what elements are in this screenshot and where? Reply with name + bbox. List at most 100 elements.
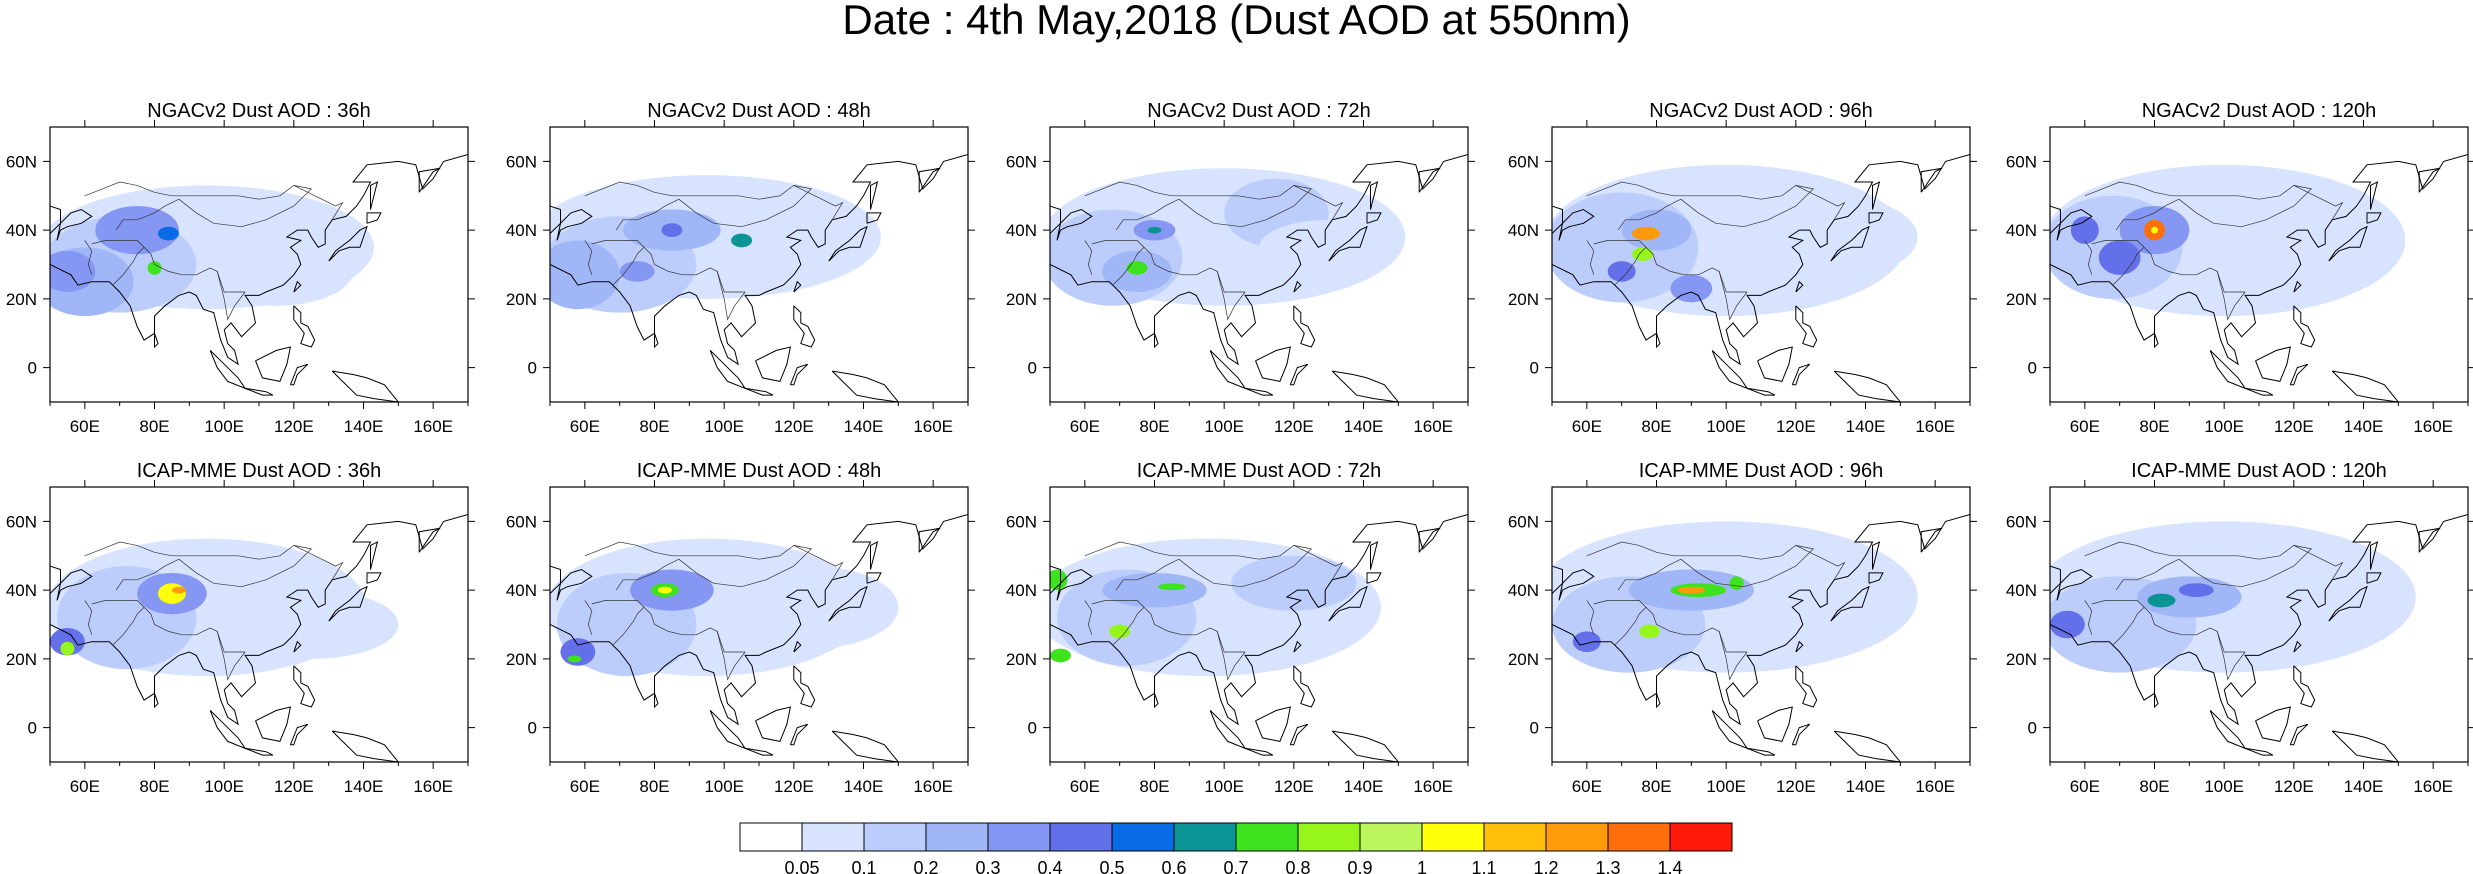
country-border <box>1586 240 1595 275</box>
colorbar-label: 0.05 <box>784 858 819 874</box>
coastline <box>1289 723 1309 746</box>
coastline <box>1656 333 1661 349</box>
lon-tick-label: 160E <box>1413 777 1453 796</box>
lat-tick-label: 40N <box>1006 581 1037 600</box>
coastline <box>1552 514 1970 726</box>
coastline <box>2244 747 2274 756</box>
coastline <box>289 723 309 746</box>
panel-title: ICAP-MME Dust AOD : 48h <box>637 460 882 482</box>
panel-title: NGACv2 Dust AOD : 36h <box>147 100 370 122</box>
coastline <box>828 585 868 622</box>
lat-tick-label: 40N <box>506 221 537 240</box>
coastline <box>328 225 368 262</box>
lat-tick-label: 60N <box>2006 512 2037 531</box>
lat-tick-label: 40N <box>1006 221 1037 240</box>
lon-tick-label: 60E <box>1070 777 1100 796</box>
coastline <box>1791 723 1811 746</box>
coastline <box>1746 387 1776 396</box>
lon-tick-label: 100E <box>204 777 244 796</box>
country-border <box>91 600 246 653</box>
colorbar-label: 1.3 <box>1595 858 1620 874</box>
map-panel: NGACv2 Dust AOD : 72h 60E 80E 100E 120E 140E 1… <box>1006 100 1475 436</box>
country-border <box>2178 545 2313 588</box>
dust-plume <box>2137 576 2242 618</box>
country-border <box>584 181 844 220</box>
colorbar-swatch <box>1235 822 1299 852</box>
coastline <box>1833 730 1901 762</box>
lat-tick-label: 20N <box>506 290 537 309</box>
lon-tick-label: 60E <box>1572 417 1602 436</box>
lat-tick-label: 60N <box>506 152 537 171</box>
lat-tick-label: 20N <box>1508 650 1539 669</box>
dust-plume <box>1050 648 1071 663</box>
colorbar-swatch <box>1545 822 1609 852</box>
country-border <box>1091 600 1246 653</box>
coastline <box>1050 205 1061 235</box>
country-border <box>1593 600 1748 653</box>
map-panel: NGACv2 Dust AOD : 48h 60E 80E 100E 120E 140E 1… <box>506 100 975 436</box>
coastline <box>1746 747 1776 756</box>
country-border <box>1614 607 1647 646</box>
dust-plume <box>2151 226 2158 234</box>
lon-tick-label: 120E <box>274 417 314 436</box>
lon-tick-label: 60E <box>570 417 600 436</box>
coastline <box>1056 568 1093 601</box>
coastline <box>755 706 792 742</box>
colorbar-label: 1 <box>1417 858 1427 874</box>
dust-plume <box>224 590 399 659</box>
country-border <box>1178 185 1313 228</box>
coastline <box>50 565 61 595</box>
country-border <box>1718 271 1748 321</box>
map-panel: NGACv2 Dust AOD : 120h 60E 80E 100E 120E 140E… <box>2006 100 2473 436</box>
country-border <box>1216 631 1246 681</box>
lat-tick-label: 0 <box>1530 719 1539 738</box>
coastline <box>154 333 159 349</box>
coastline <box>556 208 593 241</box>
coastline <box>1418 167 1441 193</box>
dust-plume <box>1632 226 1660 241</box>
coastline <box>789 363 809 386</box>
country-border <box>1084 181 1344 220</box>
coastline <box>654 693 659 709</box>
lon-tick-label: 160E <box>2413 417 2453 436</box>
dust-aod-field <box>550 127 968 402</box>
dust-plume <box>2070 216 2099 244</box>
lon-tick-label: 140E <box>344 777 384 796</box>
coastline <box>1154 693 1159 709</box>
coastline <box>1050 514 1468 726</box>
coastline <box>293 280 302 293</box>
coastline <box>154 693 159 709</box>
dust-plume <box>1572 631 1601 652</box>
country-border <box>2112 247 2145 286</box>
coastline <box>1656 693 1661 709</box>
dust-plume <box>50 250 96 292</box>
coastline <box>793 280 802 293</box>
lon-tick-label: 160E <box>913 417 953 436</box>
coastline <box>793 665 816 708</box>
dust-aod-field <box>1552 127 1970 402</box>
lon-tick-label: 100E <box>1706 777 1746 796</box>
country-border <box>1586 541 1846 580</box>
country-border <box>615 558 680 591</box>
coastline <box>1331 370 1399 402</box>
coastline <box>1757 706 1793 742</box>
country-border <box>716 271 746 321</box>
lat-tick-label: 20N <box>1006 290 1037 309</box>
dust-aod-field <box>2050 487 2468 762</box>
coastline <box>328 585 368 622</box>
country-border <box>84 600 93 635</box>
coastline <box>255 346 292 382</box>
lat-tick-label: 0 <box>1028 719 1037 738</box>
coastline <box>1050 565 1061 595</box>
country-border <box>115 198 180 231</box>
coastline <box>2293 305 2316 348</box>
colorbar-label: 1.2 <box>1533 858 1558 874</box>
lat-tick-label: 0 <box>1530 359 1539 378</box>
coastline <box>1872 181 1881 210</box>
lon-tick-label: 120E <box>1776 417 1816 436</box>
lon-tick-label: 140E <box>1846 777 1886 796</box>
dust-plume <box>2234 195 2388 265</box>
dust-plume <box>661 223 683 237</box>
lon-tick-label: 160E <box>913 777 953 796</box>
dust-plume <box>1607 261 1636 282</box>
